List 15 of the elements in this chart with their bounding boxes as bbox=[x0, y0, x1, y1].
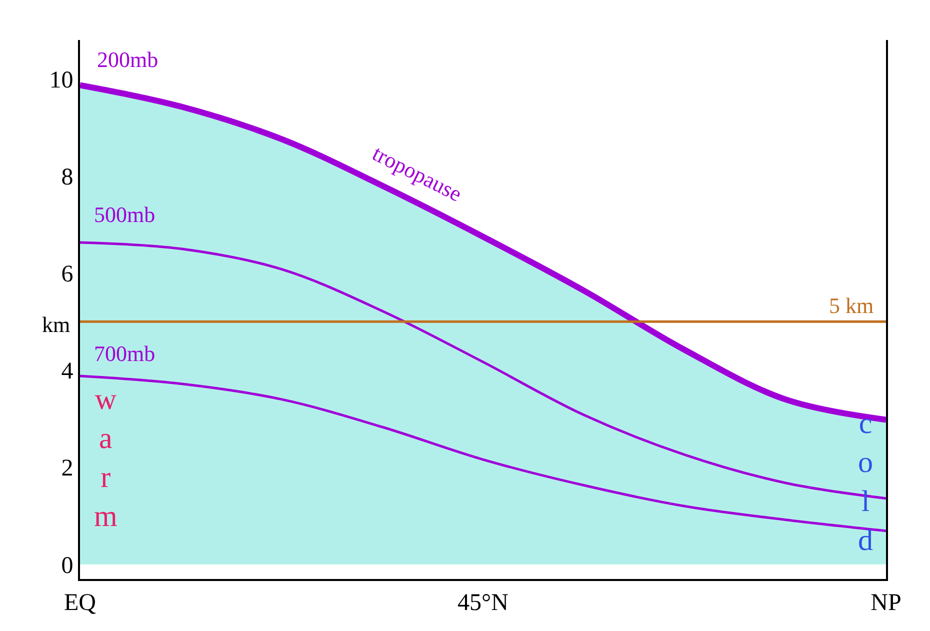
x-tick-label: 45°N bbox=[458, 590, 508, 616]
annotation: 700mb bbox=[94, 341, 156, 366]
y-tick-label: 8 bbox=[61, 164, 74, 190]
annotation: 200mb bbox=[97, 47, 158, 72]
annotation: warm bbox=[94, 383, 118, 533]
x-tick-label: NP bbox=[870, 590, 902, 616]
y-tick-label: 4 bbox=[61, 358, 74, 385]
y-tick-label: 10 bbox=[49, 67, 74, 94]
y-tick-label: 6 bbox=[61, 261, 74, 288]
ref-line-label: 5 km bbox=[829, 293, 874, 318]
y-tick-label: 2 bbox=[61, 456, 74, 482]
annotation: 500mb bbox=[94, 202, 156, 227]
x-tick-label: EQ bbox=[64, 590, 96, 616]
y-axis-title: km bbox=[42, 312, 70, 337]
y-tick-label: 0 bbox=[61, 552, 74, 579]
